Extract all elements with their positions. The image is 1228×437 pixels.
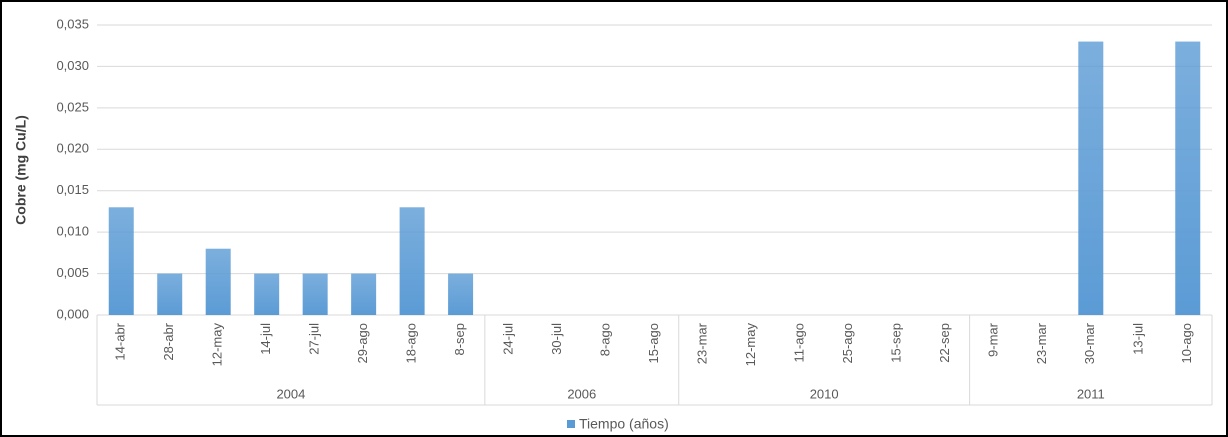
x-tick-label: 12-may bbox=[743, 323, 758, 367]
bar bbox=[1078, 41, 1104, 315]
bar bbox=[157, 273, 183, 315]
bar bbox=[302, 273, 328, 315]
x-tick-label: 18-ago bbox=[404, 323, 419, 363]
group-label: 2006 bbox=[567, 386, 596, 401]
bar bbox=[1175, 41, 1201, 315]
bar bbox=[399, 207, 425, 315]
x-tick-label: 28-abr bbox=[161, 322, 176, 360]
x-tick-label: 14-jul bbox=[258, 323, 273, 355]
x-tick-label: 23-mar bbox=[1034, 322, 1049, 364]
y-tick-label: 0,030 bbox=[56, 58, 89, 73]
x-tick-label: 10-ago bbox=[1179, 323, 1194, 363]
x-tick-label: 13-jul bbox=[1131, 323, 1146, 355]
y-tick-label: 0,025 bbox=[56, 99, 89, 114]
legend-label: Tiempo (años) bbox=[579, 416, 669, 432]
x-tick-label: 22-sep bbox=[937, 323, 952, 363]
x-tick-label: 8-ago bbox=[597, 323, 612, 356]
x-tick-label: 30-mar bbox=[1082, 322, 1097, 364]
x-tick-label: 29-ago bbox=[355, 323, 370, 363]
bar bbox=[448, 273, 474, 315]
bar bbox=[254, 273, 280, 315]
x-tick-label: 12-may bbox=[210, 323, 225, 367]
x-tick-label: 15-sep bbox=[888, 323, 903, 363]
x-tick-label: 14-abr bbox=[113, 322, 128, 360]
y-tick-label: 0,010 bbox=[56, 224, 89, 239]
y-tick-label: 0,015 bbox=[56, 182, 89, 197]
x-tick-label: 30-jul bbox=[549, 323, 564, 355]
legend-swatch bbox=[567, 420, 575, 428]
x-tick-label: 25-ago bbox=[840, 323, 855, 363]
y-tick-label: 0,000 bbox=[56, 306, 89, 321]
y-tick-label: 0,035 bbox=[56, 16, 89, 31]
y-tick-label: 0,005 bbox=[56, 265, 89, 280]
group-label: 2004 bbox=[276, 386, 305, 401]
y-axis-label: Cobre (mg Cu/L) bbox=[13, 115, 29, 225]
x-tick-label: 9-mar bbox=[985, 322, 1000, 357]
bar bbox=[108, 207, 134, 315]
group-label: 2011 bbox=[1077, 386, 1105, 401]
x-tick-label: 11-ago bbox=[791, 323, 806, 363]
x-tick-label: 23-mar bbox=[694, 322, 709, 364]
bar bbox=[205, 248, 231, 315]
x-tick-label: 24-jul bbox=[501, 323, 516, 355]
group-label: 2010 bbox=[810, 386, 839, 401]
bar bbox=[351, 273, 377, 315]
x-tick-label: 15-ago bbox=[646, 323, 661, 363]
x-tick-label: 8-sep bbox=[452, 323, 467, 356]
x-tick-label: 27-jul bbox=[307, 323, 322, 355]
y-tick-label: 0,020 bbox=[56, 141, 89, 156]
